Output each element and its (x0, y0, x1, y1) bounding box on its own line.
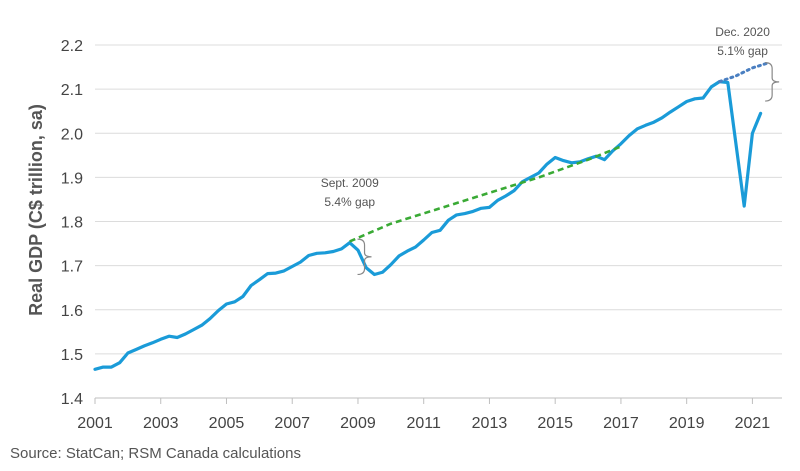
y-tick-label: 2.1 (61, 82, 83, 99)
annotation-text: 5.1% gap (717, 44, 768, 58)
y-axis-ticks: 1.4 1.5 1.6 1.7 1.8 1.9 2.0 2.1 2.2 (61, 38, 83, 408)
x-tick-label: 2007 (274, 415, 310, 432)
y-tick-label: 1.4 (61, 391, 83, 408)
y-tick-label: 2.2 (61, 38, 83, 55)
y-tick-label: 1.5 (61, 347, 83, 364)
series-line-dotted (718, 61, 771, 84)
y-tick-label: 1.6 (61, 303, 83, 320)
source-note: Source: StatCan; RSM Canada calculations (10, 445, 301, 462)
x-tick-label: 2005 (209, 415, 245, 432)
x-tick-label: 2009 (340, 415, 376, 432)
x-axis-ticks: 2001 2003 2005 2007 2009 2011 2013 2015 2017 2019… (77, 398, 770, 432)
x-tick-label: 2017 (603, 415, 639, 432)
gridlines (95, 44, 782, 399)
x-tick-label: 2015 (537, 415, 573, 432)
y-tick-label: 1.8 (61, 215, 83, 232)
series-line-solid (93, 80, 763, 371)
annotations: Sept. 2009 5.4% gap Dec. 2020 5.1% gap (321, 25, 780, 276)
x-tick-label: 2001 (77, 415, 113, 432)
y-axis-label: Real GDP (C$ trillion, sa) (26, 104, 46, 316)
annotation-text: Dec. 2020 (715, 25, 770, 39)
annotation-text: Sept. 2009 (321, 176, 379, 190)
x-tick-label: 2003 (143, 415, 179, 432)
series-group (93, 61, 771, 371)
series-line-dashed (349, 145, 622, 243)
x-tick-label: 2019 (669, 415, 705, 432)
gap-bracket (765, 62, 780, 102)
x-tick-label: 2011 (407, 415, 442, 432)
y-tick-label: 1.9 (61, 170, 83, 187)
y-tick-label: 1.7 (61, 259, 83, 276)
x-tick-label: 2021 (735, 415, 771, 432)
y-tick-label: 2.0 (61, 126, 83, 143)
x-tick-label: 2013 (472, 415, 508, 432)
annotation-text: 5.4% gap (324, 195, 375, 209)
